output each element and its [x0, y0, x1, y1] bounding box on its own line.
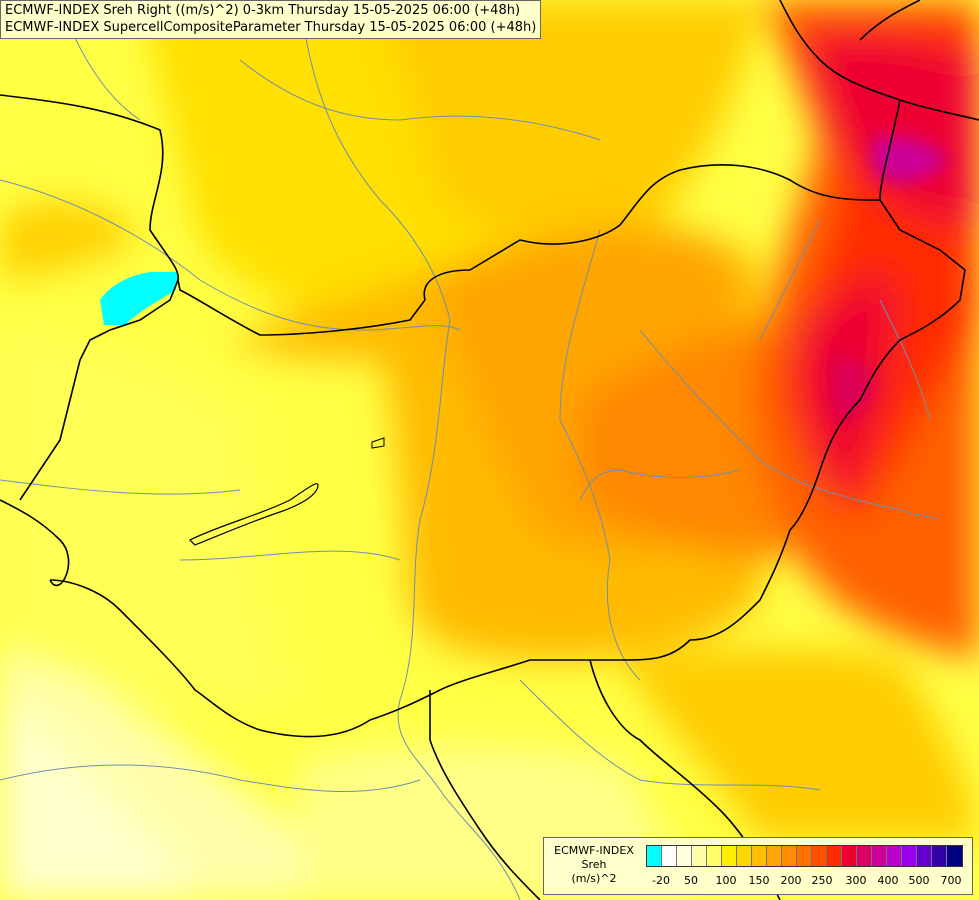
legend-swatch — [797, 846, 812, 866]
title-line-1: ECMWF-INDEX Sreh Right ((m/s)^2) 0-3km T… — [5, 3, 521, 18]
legend-swatch — [737, 846, 752, 866]
legend-swatch — [722, 846, 737, 866]
legend-swatch — [887, 846, 902, 866]
legend-swatch — [827, 846, 842, 866]
legend-title-line-2: Sreh — [581, 858, 607, 871]
legend-tick-label: 500 — [908, 874, 930, 887]
legend-swatch — [947, 846, 962, 866]
legend-swatch — [857, 846, 872, 866]
legend-tick-label: 50 — [684, 874, 698, 887]
legend-swatch — [917, 846, 932, 866]
river-lines — [0, 0, 941, 900]
legend-title-line-3: (m/s)^2 — [571, 872, 617, 885]
legend-tick-label: 250 — [811, 874, 833, 887]
legend-swatch — [692, 846, 707, 866]
legend-tick-label: 100 — [715, 874, 737, 887]
title-line-2: ECMWF-INDEX SupercellCompositeParameter … — [5, 20, 537, 35]
legend-swatch — [812, 846, 827, 866]
color-legend: ECMWF-INDEX Sreh (m/s)^2 -20 50 100 150 200 2… — [543, 837, 973, 895]
lake-outline — [188, 483, 319, 546]
legend-swatch — [707, 846, 722, 866]
legend-tick-label: 200 — [780, 874, 802, 887]
legend-swatch — [752, 846, 767, 866]
legend-swatch — [767, 846, 782, 866]
legend-ticks: -20 50 100 150 200 250 300 400 500 700 — [644, 874, 974, 888]
legend-tick-label: 700 — [940, 874, 962, 887]
legend-swatch — [677, 846, 692, 866]
legend-title: ECMWF-INDEX Sreh (m/s)^2 — [544, 844, 644, 886]
small-lake-outline — [371, 437, 385, 449]
legend-swatch — [842, 846, 857, 866]
legend-swatch — [902, 846, 917, 866]
legend-tick-label: 400 — [877, 874, 899, 887]
legend-swatch — [662, 846, 677, 866]
legend-swatch — [647, 846, 662, 866]
legend-tick-label: 150 — [748, 874, 770, 887]
legend-swatch — [932, 846, 947, 866]
cyan-area — [100, 272, 178, 325]
legend-tick-label: -20 — [652, 874, 670, 887]
legend-tick-label: 300 — [845, 874, 867, 887]
legend-swatch — [782, 846, 797, 866]
legend-swatches — [646, 845, 963, 867]
map-title: ECMWF-INDEX Sreh Right ((m/s)^2) 0-3km T… — [0, 0, 542, 39]
legend-swatch — [872, 846, 887, 866]
legend-title-line-1: ECMWF-INDEX — [554, 844, 634, 857]
